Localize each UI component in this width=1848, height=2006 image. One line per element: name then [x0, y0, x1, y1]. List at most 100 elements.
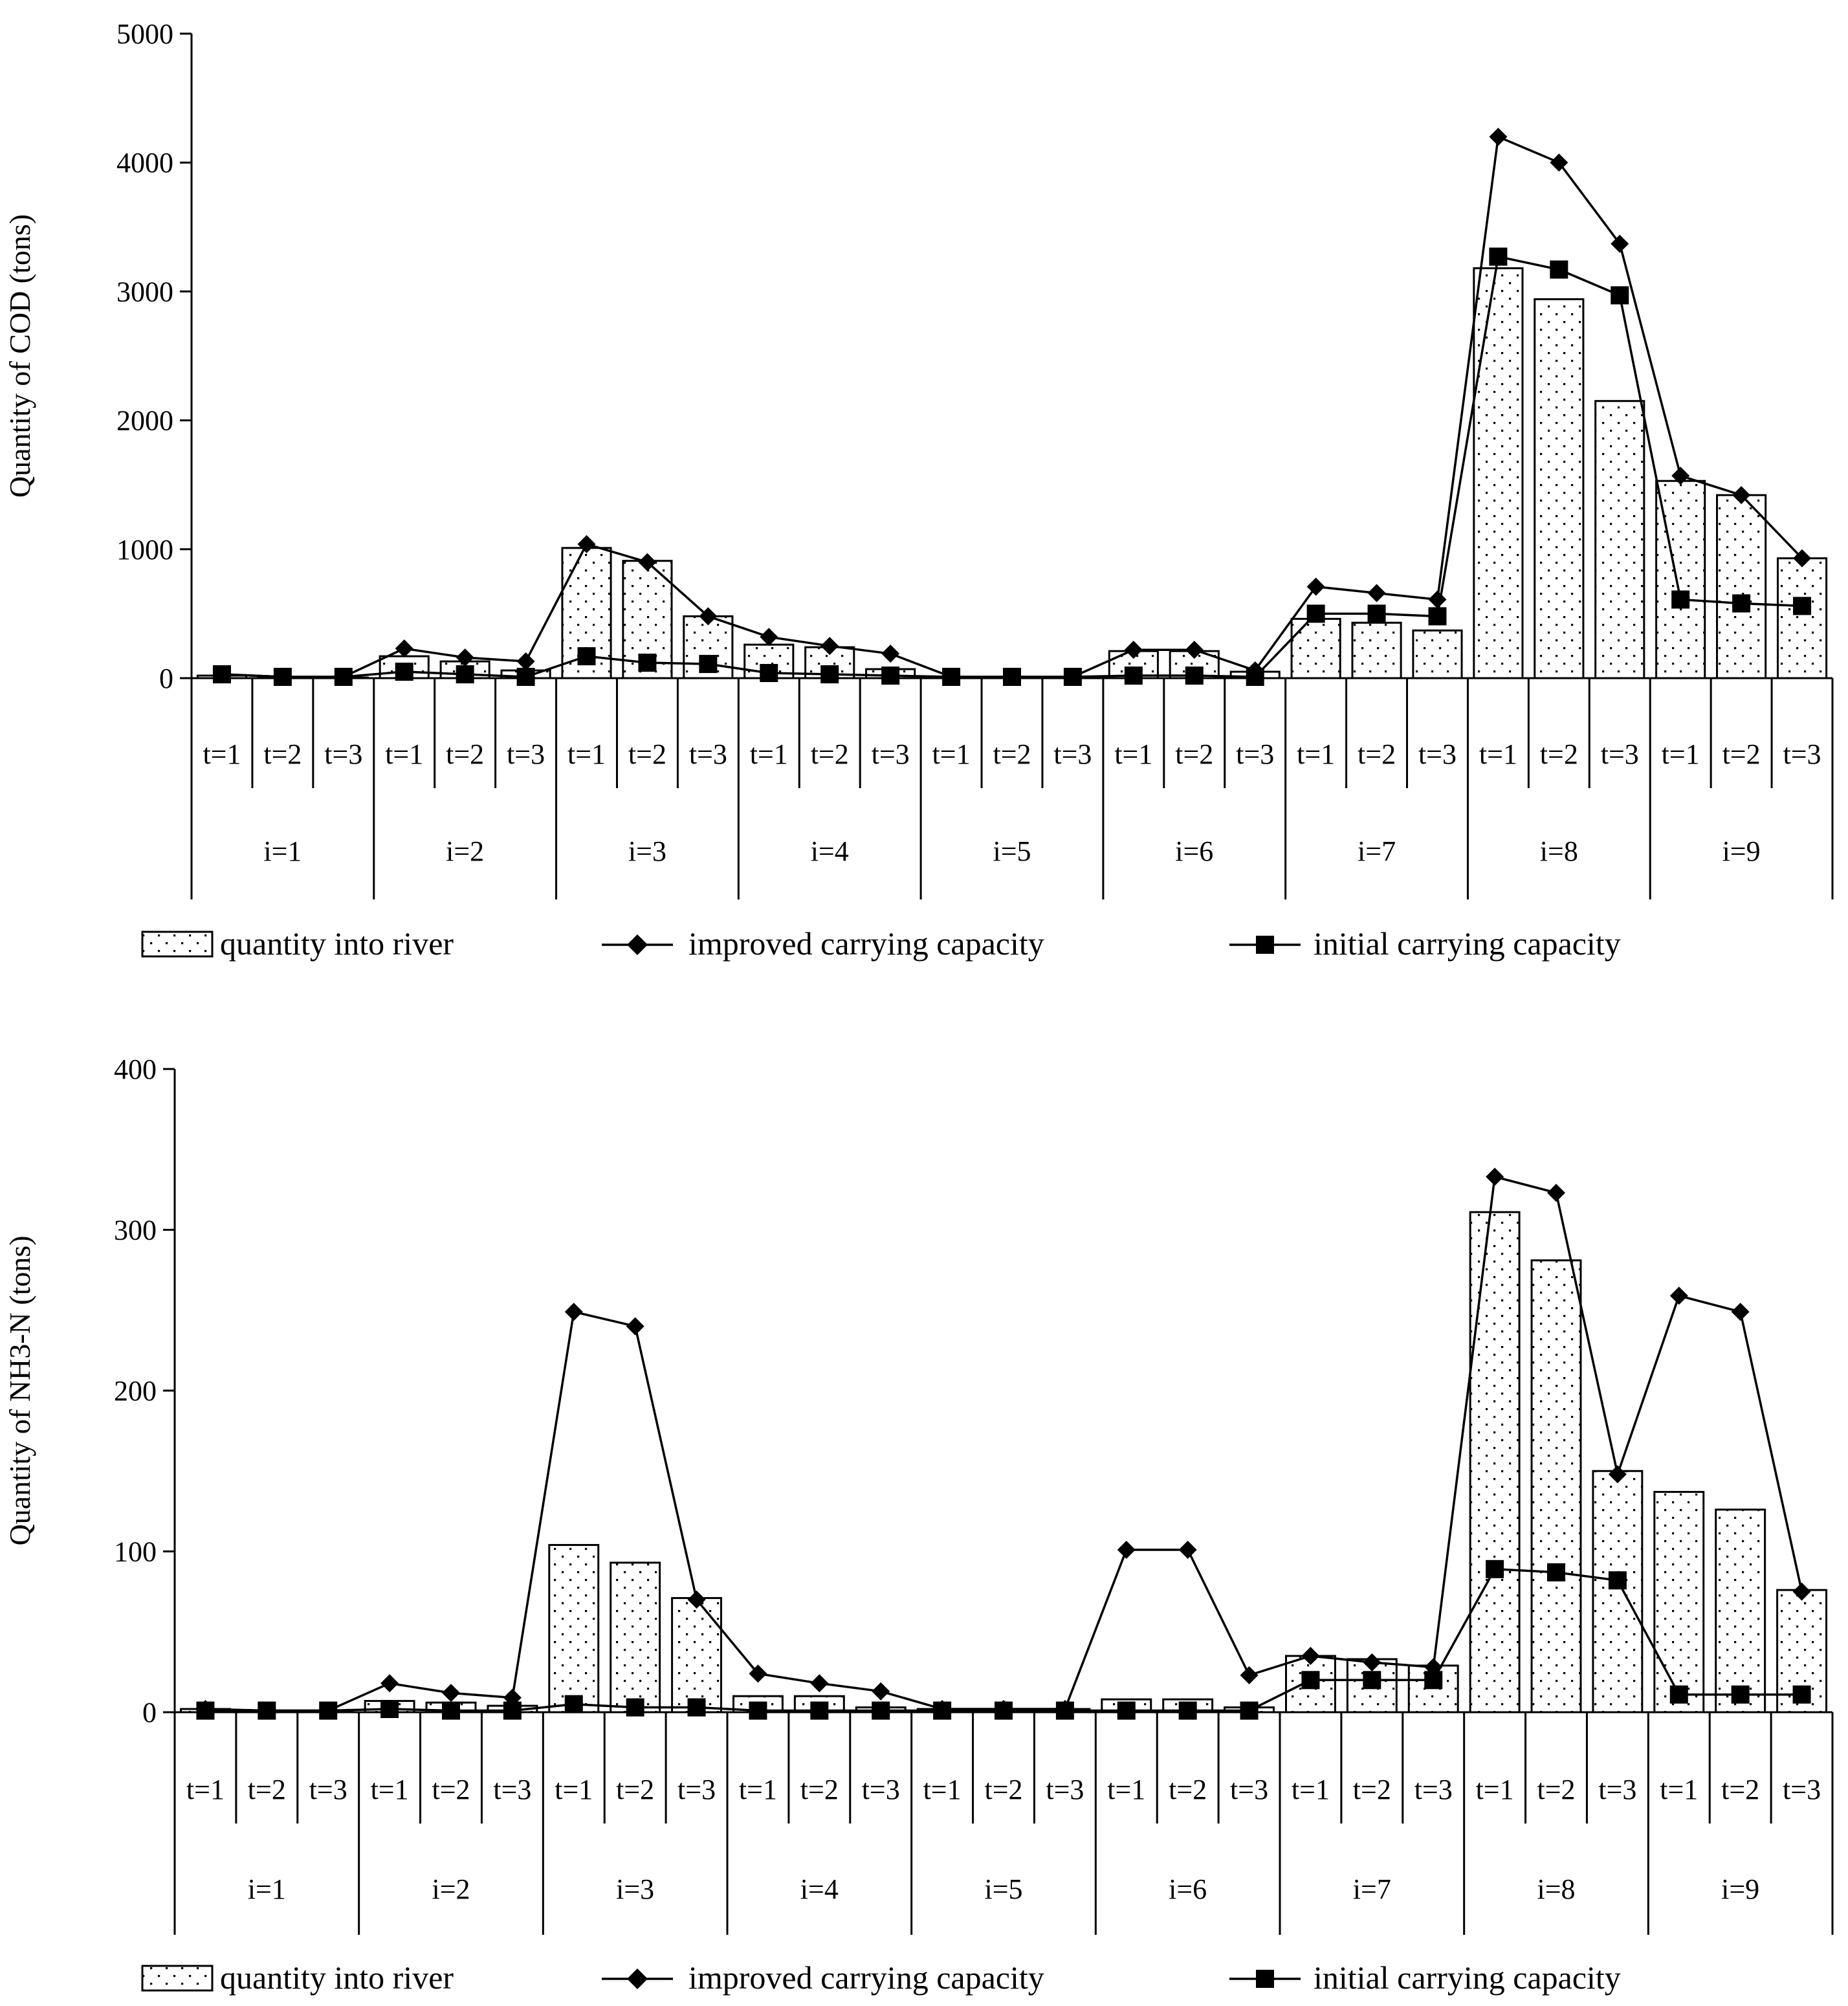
chart1-initial-point — [1003, 668, 1021, 687]
chart2-initial-point — [1792, 1685, 1811, 1704]
chart1-period-label: t=2 — [1722, 738, 1761, 770]
chart2-improved-point — [872, 1682, 890, 1701]
chart1-y-axis-title: Quantity of COD (tons) — [3, 214, 36, 498]
chart2-improved-point — [1731, 1303, 1750, 1321]
chart1-y-tick-label: 4000 — [116, 147, 173, 179]
chart1-period-label: t=1 — [1479, 738, 1517, 770]
chart1-period-label: t=3 — [1053, 738, 1092, 770]
chart2-bar — [1715, 1508, 1766, 1714]
chart1-group-label: i=1 — [263, 835, 302, 867]
chart1-improved-point — [1550, 153, 1568, 172]
chart1-initial-point — [1732, 594, 1751, 613]
chart1-initial-point — [820, 665, 839, 684]
chart2-bar — [610, 1561, 661, 1714]
chart2-improved-point — [564, 1303, 583, 1321]
chart1-group-label: i=5 — [993, 835, 1031, 867]
chart1-legend-improved-label: improved carrying capacity — [688, 925, 1044, 962]
chart2-initial-point — [1178, 1701, 1197, 1720]
chart1-improved-point — [881, 645, 900, 663]
chart2-period-label: t=2 — [432, 1774, 470, 1805]
chart2-bar — [1653, 1491, 1705, 1714]
chart2-bar — [1530, 1259, 1582, 1714]
chart2-initial-point — [1608, 1571, 1627, 1590]
chart1-improved-point — [456, 648, 474, 667]
chart1-improved-point — [699, 607, 718, 626]
chart1-group-label: i=8 — [1540, 835, 1578, 867]
chart1-improved-point — [1124, 641, 1143, 659]
chart2-improved-point — [442, 1684, 460, 1703]
chart1-improved-point — [638, 553, 657, 571]
chart2-improved-point — [1486, 1167, 1504, 1186]
chart2-period-label: t=1 — [1292, 1774, 1330, 1805]
chart1-period-label: t=3 — [872, 738, 910, 770]
chart2-bar — [548, 1544, 600, 1714]
chart2-bar — [1469, 1211, 1521, 1714]
chart1-group-label: i=3 — [628, 835, 666, 867]
chart1-y-tick-label: 2000 — [116, 405, 173, 437]
chart1-period-label: t=3 — [1783, 738, 1821, 770]
chart2-initial-point — [1301, 1671, 1320, 1690]
chart2-initial-point — [1424, 1671, 1443, 1690]
chart1-legend-initial-marker — [1256, 936, 1274, 954]
chart2-improved-point — [380, 1674, 399, 1693]
chart2-initial-point — [442, 1701, 460, 1720]
chart1-improved-point — [1671, 467, 1690, 485]
chart2-group-label: i=9 — [1721, 1873, 1759, 1905]
chart1-improved-point — [1793, 549, 1812, 568]
chart1-bar — [1473, 267, 1524, 679]
chart2-period-label: t=3 — [1783, 1774, 1821, 1805]
chart2-initial-point — [564, 1695, 583, 1714]
chart2-period-label: t=2 — [1537, 1774, 1575, 1805]
chart1-bar — [1351, 621, 1402, 679]
chart1-bar — [1534, 298, 1585, 679]
chart2-period-label: t=1 — [1476, 1774, 1514, 1805]
chart2-improved-point — [1301, 1647, 1320, 1666]
chart2-period-label: t=3 — [1046, 1774, 1084, 1805]
chart2-group-label: i=1 — [248, 1873, 286, 1905]
chart2-period-label: t=1 — [371, 1774, 409, 1805]
chart1-period-label: t=2 — [628, 738, 666, 770]
chart1-y-tick-label: 5000 — [116, 18, 173, 50]
chart1-period-label: t=3 — [507, 738, 545, 770]
chart2-improved-point — [749, 1664, 767, 1683]
chart1-period-label: t=3 — [1236, 738, 1274, 770]
chart2-group-label: i=5 — [984, 1873, 1022, 1905]
chart2-y-axis-title: Quantity of NH3-N (tons) — [3, 1235, 36, 1545]
chart2-period-label: t=1 — [555, 1774, 593, 1805]
chart2-legend-improved-label: improved carrying capacity — [688, 1959, 1044, 1996]
chart2-improved-point — [1240, 1666, 1259, 1684]
chart2-legend-initial-marker — [1256, 1970, 1274, 1988]
chart2-period-label: t=3 — [1598, 1774, 1636, 1805]
chart2-period-label: t=3 — [677, 1774, 716, 1805]
chart1-initial-point — [942, 668, 961, 687]
chart2-period-label: t=1 — [923, 1774, 962, 1805]
chart2-period-label: t=3 — [1230, 1774, 1268, 1805]
chart1-initial-point — [1489, 247, 1508, 266]
chart2-period-label: t=2 — [616, 1774, 654, 1805]
chart2-initial-point — [1117, 1701, 1136, 1720]
chart1-initial-point — [577, 647, 596, 666]
chart2-bar — [1592, 1470, 1644, 1714]
chart2-improved-point — [1669, 1286, 1688, 1305]
chart1-y-tick-label: 1000 — [116, 534, 173, 566]
chart1-initial-point — [395, 663, 413, 681]
chart1-improved-point — [1489, 127, 1508, 146]
chart2-initial-point — [626, 1698, 644, 1717]
chart1-initial-point — [212, 665, 231, 684]
chart1-group-label: i=9 — [1722, 835, 1761, 867]
chart2-period-label: t=1 — [1107, 1774, 1145, 1805]
chart1-period-label: t=1 — [1297, 738, 1335, 770]
chart2-group-label: i=3 — [616, 1873, 654, 1905]
chart2-period-label: t=2 — [800, 1774, 839, 1805]
chart2-improved-point — [626, 1317, 644, 1336]
chart1-improved-point — [820, 637, 839, 656]
chart1-period-label: t=2 — [1358, 738, 1396, 770]
chart1-initial-point — [1367, 604, 1386, 623]
chart2-improved-point — [1363, 1653, 1381, 1671]
chart1-bar — [1716, 494, 1767, 679]
chart2-period-label: t=2 — [1721, 1774, 1759, 1805]
chart1-bar — [1776, 557, 1828, 679]
chart1-initial-point — [699, 655, 718, 674]
chart2-initial-point — [1731, 1685, 1750, 1704]
